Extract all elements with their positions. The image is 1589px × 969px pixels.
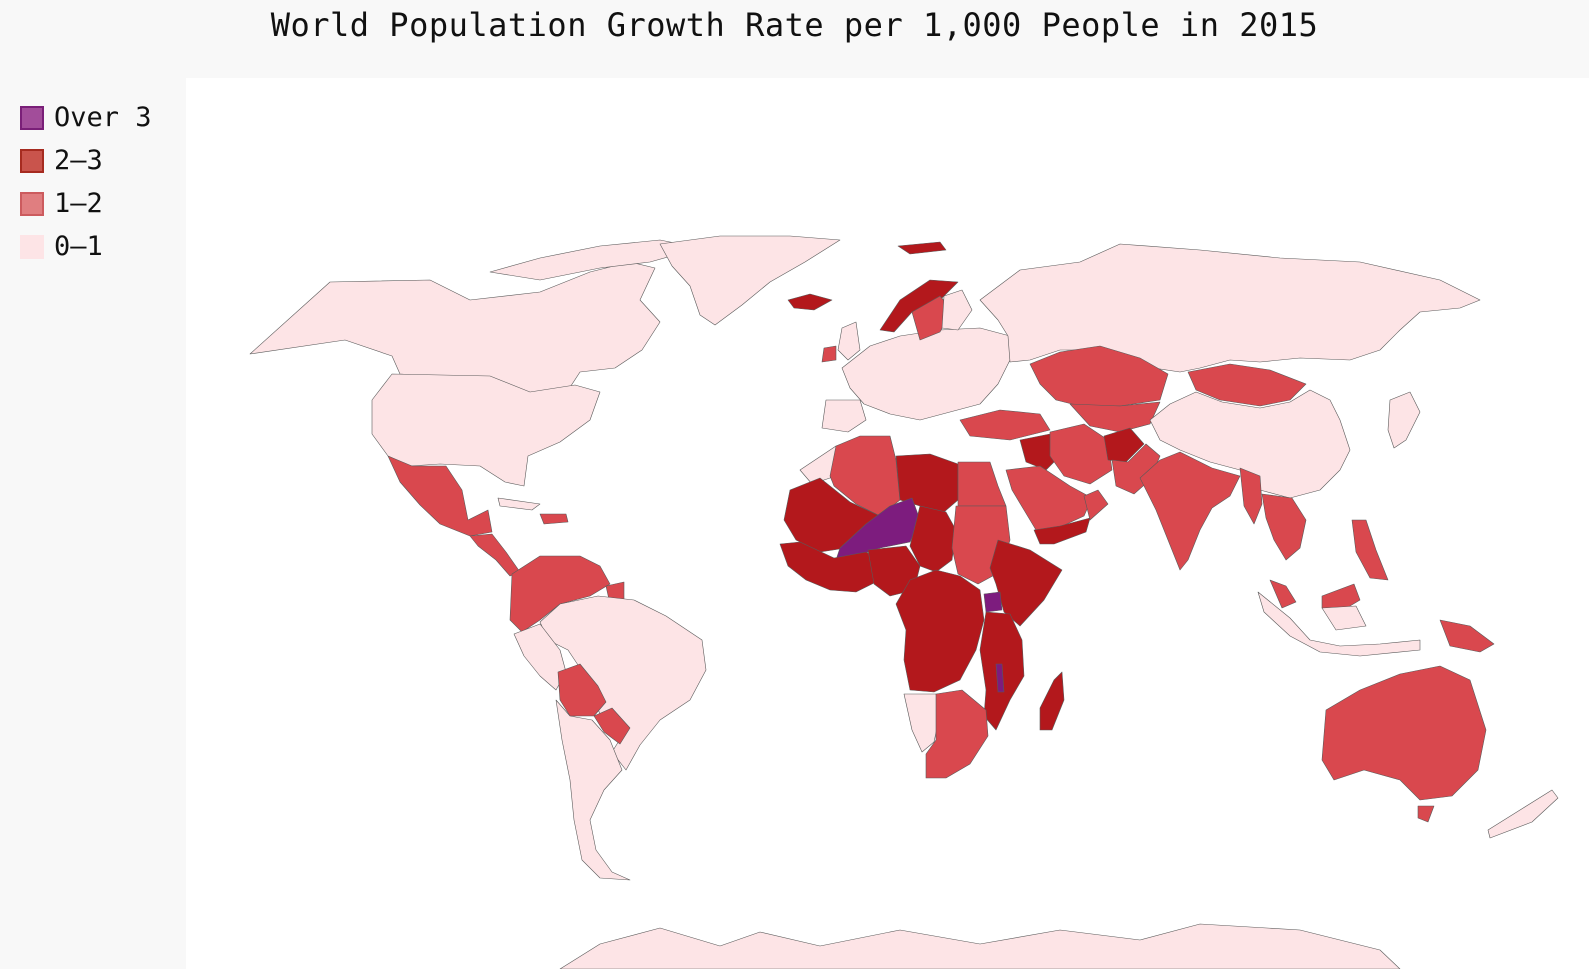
region-ireland: [821, 345, 837, 363]
region-united-states: [371, 373, 601, 487]
region-colombia-venezuela: [509, 555, 611, 633]
region-yemen: [1033, 517, 1091, 545]
region-iceland: [787, 293, 833, 311]
region-norway: [879, 279, 959, 333]
region-cuba: [497, 497, 541, 511]
region-mexico: [387, 455, 493, 537]
legend-label-1-2: 1–2: [54, 188, 103, 219]
region-papua-new-guinea: [1439, 619, 1495, 653]
region-dominican-republic: [539, 513, 569, 525]
region-mongolia: [1187, 363, 1307, 407]
region-tasmania: [1417, 805, 1435, 823]
legend-item-0-1: 0–1: [20, 225, 152, 268]
world-map: [249, 235, 1559, 969]
region-kazakhstan: [1029, 345, 1169, 407]
region-uk: [837, 321, 861, 361]
region-malawi: [995, 663, 1005, 693]
region-central-africa: [895, 569, 985, 693]
region-afghanistan: [1103, 427, 1145, 463]
region-oman: [1083, 489, 1109, 521]
region-europe: [841, 327, 1011, 421]
region-central-america: [469, 533, 521, 577]
region-china: [1149, 389, 1351, 499]
region-iran: [1049, 423, 1113, 485]
region-uzbekistan-turkmenistan: [1069, 401, 1161, 433]
legend-label-2-3: 2–3: [54, 145, 103, 176]
region-argentina-chile: [555, 699, 631, 881]
region-india: [1139, 451, 1241, 571]
region-indonesia: [1257, 591, 1421, 657]
region-saudi-arabia: [1005, 465, 1093, 531]
region-australia: [1321, 665, 1487, 801]
legend-item-over-3: Over 3: [20, 96, 152, 139]
region-ethiopia-somalia: [989, 539, 1063, 627]
legend-swatch-0-1: [20, 234, 44, 259]
region-paraguay: [593, 707, 631, 745]
legend-swatch-1-2: [20, 191, 44, 216]
region-philippines: [1351, 519, 1389, 581]
region-russia: [979, 243, 1481, 373]
region-brazil: [539, 595, 707, 771]
region-new-zealand: [1487, 789, 1559, 839]
region-finland: [941, 289, 973, 331]
region-greenland: [659, 235, 841, 326]
region-malaysia: [1269, 579, 1361, 613]
region-southern-africa: [925, 689, 989, 779]
region-uganda: [983, 591, 1003, 613]
legend-swatch-over-3: [20, 105, 44, 130]
region-niger: [835, 497, 921, 561]
region-iberia: [821, 399, 867, 433]
region-myanmar: [1239, 467, 1263, 525]
legend-swatch-2-3: [20, 148, 44, 173]
region-svalbard: [897, 241, 947, 255]
region-turkey: [959, 409, 1051, 441]
map-panel: [186, 78, 1589, 969]
legend-item-2-3: 2–3: [20, 139, 152, 182]
legend-label-0-1: 0–1: [54, 231, 103, 262]
region-indochina: [1261, 493, 1307, 561]
chart-title: World Population Growth Rate per 1,000 P…: [270, 6, 1319, 44]
region-antarctica: [559, 923, 1401, 969]
region-madagascar: [1039, 671, 1065, 731]
region-chad: [909, 505, 957, 573]
legend-item-1-2: 1–2: [20, 182, 152, 225]
legend-label-over-3: Over 3: [54, 102, 152, 133]
legend: Over 3 2–3 1–2 0–1: [20, 96, 152, 268]
region-egypt: [957, 461, 1007, 507]
region-bolivia: [557, 663, 607, 717]
region-japan: [1387, 391, 1421, 449]
